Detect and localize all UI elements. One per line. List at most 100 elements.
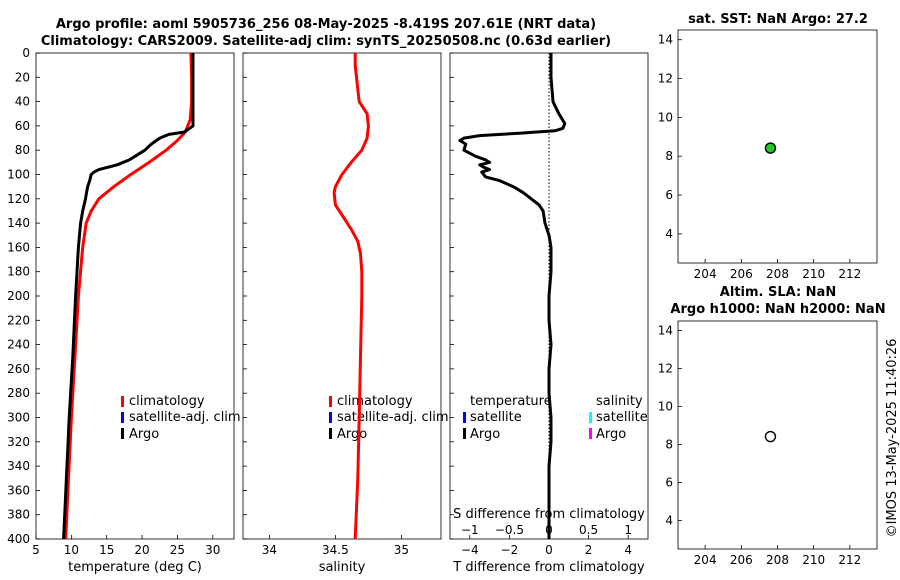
sst-ytick-label: 12: [658, 72, 673, 86]
sla-xtick-label: 204: [694, 553, 717, 567]
temperature-ytick-label: 360: [7, 483, 30, 497]
temperature-xtick-label: 30: [205, 543, 220, 557]
legend-satellite-label: satellite-adj. clim: [129, 410, 241, 425]
temperature-panel: temperature (deg C) climatology satellit…: [7, 46, 241, 575]
sal-legend-climatology-swatch: [329, 396, 332, 407]
sal-legend-argo-swatch: [329, 428, 332, 439]
temperature-ytick-label: 340: [7, 459, 30, 473]
legend-argo-label: Argo: [129, 427, 159, 442]
sst-title: sat. SST: NaN Argo: 27.2: [688, 12, 868, 27]
temperature-ytick-label: 240: [7, 338, 30, 352]
temperature-xlabel: temperature (deg C): [68, 560, 202, 575]
difference-xtick-top-label: 0.5: [579, 523, 598, 537]
temperature-ytick-label: 140: [7, 216, 30, 230]
sal-legend-satellite-swatch: [329, 412, 332, 423]
difference-xtick-label: 2: [585, 543, 593, 557]
temperature-xtick-label: 20: [134, 543, 149, 557]
temperature-ytick-label: 0: [22, 46, 30, 60]
salinity-xtick-label: 34: [262, 543, 277, 557]
sst-map-panel: 204 206 208 210 212 4 6 8 10 12 14: [658, 29, 878, 281]
salinity-axes-frame: [242, 52, 442, 540]
temperature-ytick-label: 280: [7, 386, 30, 400]
sst-xtick-label: 212: [838, 267, 861, 281]
difference-xtick-top-label: −0.5: [495, 523, 524, 537]
diff-legend-t-satellite-label: satellite: [470, 410, 522, 425]
timestamp: ©IMOS 13-May-2025 11:40:26: [885, 339, 900, 538]
sst-ytick-label: 6: [665, 188, 673, 202]
sla-title-line1: Altim. SLA: NaN: [720, 285, 836, 300]
temperature-ytick-label: 400: [7, 532, 30, 546]
salinity-xtick-label: 35: [394, 543, 409, 557]
temperature-xtick-label: 10: [64, 543, 79, 557]
temperature-ytick-label: 180: [7, 265, 30, 279]
temperature-ytick-label: 220: [7, 313, 30, 327]
temperature-ytick-label: 100: [7, 168, 30, 182]
temperature-series-climatology: [64, 52, 194, 540]
diff-legend-s-argo-swatch: [589, 428, 592, 439]
sst-profile-location-marker: [764, 142, 777, 154]
salinity-series-climatology: [332, 53, 370, 540]
temperature-ytick-label: 300: [7, 411, 30, 425]
temperature-ytick-label: 160: [7, 240, 30, 254]
sst-ytick-label: 8: [665, 149, 673, 163]
diff-legend-temperature-header: temperature: [470, 394, 552, 409]
legend-satellite-swatch: [121, 412, 124, 423]
sst-xtick-label: 204: [694, 267, 717, 281]
difference-panel: T difference from climatology S differen…: [449, 52, 649, 575]
temperature-xtick-label: 5: [32, 543, 40, 557]
difference-xtick-top-label: 1: [624, 523, 632, 537]
sla-xtick-label: 210: [802, 553, 825, 567]
salinity-xlabel: salinity: [319, 560, 366, 575]
diff-legend-s-satellite-label: satellite: [596, 410, 648, 425]
sst-xtick-label: 210: [802, 267, 825, 281]
temperature-series-argo: [62, 53, 195, 540]
sla-xtick-label: 208: [766, 553, 789, 567]
legend-argo-swatch: [121, 428, 124, 439]
sla-ytick-label: 6: [665, 476, 673, 490]
main-title-line1: Argo profile: aoml 5905736_256 08-May-20…: [56, 17, 596, 32]
sst-axes-frame: [677, 29, 878, 264]
legend-climatology-swatch: [121, 396, 124, 407]
main-title-line2: Climatology: CARS2009. Satellite-adj cli…: [41, 34, 611, 49]
diff-legend-salinity-header: salinity: [596, 394, 643, 409]
difference-xlabel: T difference from climatology: [452, 560, 645, 575]
sla-xtick-label: 206: [730, 553, 753, 567]
sla-ytick-label: 10: [658, 400, 673, 414]
diff-legend-t-satellite-swatch: [463, 412, 466, 423]
salinity-panel: salinity climatology satellite-adj. clim…: [242, 52, 449, 575]
difference-xtick-top-label: −1: [461, 523, 479, 537]
difference-xtick-label: −2: [501, 543, 519, 557]
diff-legend-t-argo-label: Argo: [470, 427, 500, 442]
sst-ytick-label: 10: [658, 110, 673, 124]
sla-ytick-label: 8: [665, 438, 673, 452]
sla-profile-location-marker: [764, 430, 777, 443]
sla-ytick-label: 4: [665, 514, 673, 528]
temperature-ytick-label: 200: [7, 289, 30, 303]
temperature-xtick-label: 25: [170, 543, 185, 557]
difference-xtick-label: 0: [545, 543, 553, 557]
temperature-xtick-label: 15: [99, 543, 114, 557]
diff-legend-s-satellite-swatch: [589, 412, 592, 423]
sst-xtick-label: 208: [766, 267, 789, 281]
temperature-ytick-label: 120: [7, 192, 30, 206]
sst-xtick-label: 206: [730, 267, 753, 281]
difference-series-t-difference-argo-: [458, 53, 567, 539]
sla-ytick-label: 14: [658, 324, 673, 338]
temperature-ytick-label: 80: [15, 143, 30, 157]
temperature-ytick-label: 320: [7, 435, 30, 449]
temperature-ytick-label: 260: [7, 362, 30, 376]
sal-legend-satellite-label: satellite-adj. clim: [337, 410, 449, 425]
difference-xtick-label: −4: [461, 543, 479, 557]
sla-title-line2: Argo h1000: NaN h2000: NaN: [670, 302, 885, 317]
diff-legend-s-argo-label: Argo: [596, 427, 626, 442]
sla-xtick-label: 212: [838, 553, 861, 567]
sst-ytick-label: 4: [665, 227, 673, 241]
sla-ytick-label: 12: [658, 362, 673, 376]
sla-map-panel: 204 206 208 210 212 4 6 8 10 12 14: [658, 320, 878, 567]
legend-climatology-label: climatology: [129, 394, 205, 409]
difference-xtick-label: 4: [624, 543, 632, 557]
sst-ytick-label: 14: [658, 33, 673, 47]
temperature-ytick-label: 380: [7, 508, 30, 522]
diff-legend-t-argo-swatch: [463, 428, 466, 439]
